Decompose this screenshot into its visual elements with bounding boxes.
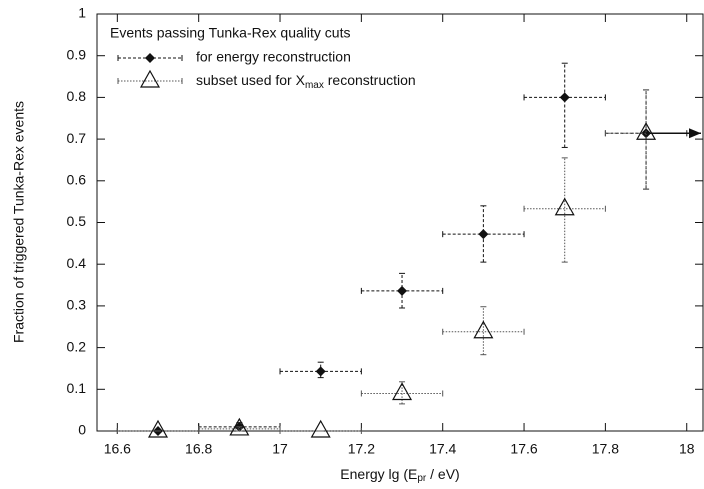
y-tick-label: 0.1 [67,380,87,396]
y-tick-label: 1 [78,5,86,21]
x-label-sub: pr [417,473,427,484]
legend-title: Events passing Tunka-Rex quality cuts [110,25,350,41]
x-tick-label: 16.6 [104,441,131,457]
legend-label: subset used for Xmax reconstruction [196,72,416,91]
diamond-marker [315,366,326,377]
x-tick-label: 17 [272,441,288,457]
triangle-marker [139,69,161,88]
legend-label-sub: max [305,80,324,91]
y-tick-label: 0.5 [67,213,87,229]
x-tick-label: 17.2 [348,441,375,457]
diamond-marker [478,229,489,240]
y-tick-label: 0 [78,422,86,438]
legend-label: for energy reconstruction [196,49,351,65]
y-tick-label: 0.2 [67,338,87,354]
x-axis-label: Energy lg (Epr / eV) [340,466,459,484]
y-tick-label: 0.7 [67,130,87,146]
y-tick-label: 0.3 [67,297,87,313]
x-tick-label: 17.6 [510,441,537,457]
triangle-marker [554,197,575,216]
x-label-main: Energy lg (E [340,466,417,482]
x-tick-label: 16.8 [185,441,212,457]
x-tick-label: 17.4 [429,441,456,457]
diamond-marker [559,92,570,103]
legend-label-tail: reconstruction [324,72,416,88]
diamond-marker [145,53,155,63]
y-tick-label: 0.6 [67,172,87,188]
legend-label-main: subset used for X [196,72,306,88]
x-tick-label: 18 [679,441,695,457]
y-tick-label: 0.8 [67,88,87,104]
y-tick-label: 0.4 [67,255,87,271]
y-axis-label: Fraction of triggered Tunka-Rex events [11,101,27,343]
x-label-tail: / eV) [426,466,459,482]
triangle-marker [147,419,169,438]
triangle-marker [310,419,331,438]
triangle-marker [636,122,657,140]
triangle-marker [473,320,494,339]
arrow-head [689,128,701,139]
x-tick-label: 17.8 [592,441,619,457]
y-tick-label: 0.9 [67,46,87,62]
triangle-marker [392,382,413,401]
diamond-marker [397,285,408,296]
triangle-marker [229,417,250,436]
